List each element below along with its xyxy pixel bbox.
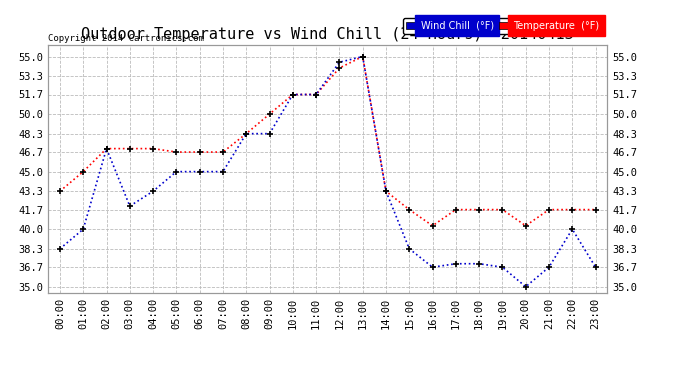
Text: Copyright 2014 Cartronics.com: Copyright 2014 Cartronics.com	[48, 33, 204, 42]
Legend: Wind Chill  (°F), Temperature  (°F): Wind Chill (°F), Temperature (°F)	[403, 18, 602, 33]
Title: Outdoor Temperature vs Wind Chill (24 Hours)  20140413: Outdoor Temperature vs Wind Chill (24 Ho…	[81, 27, 574, 42]
